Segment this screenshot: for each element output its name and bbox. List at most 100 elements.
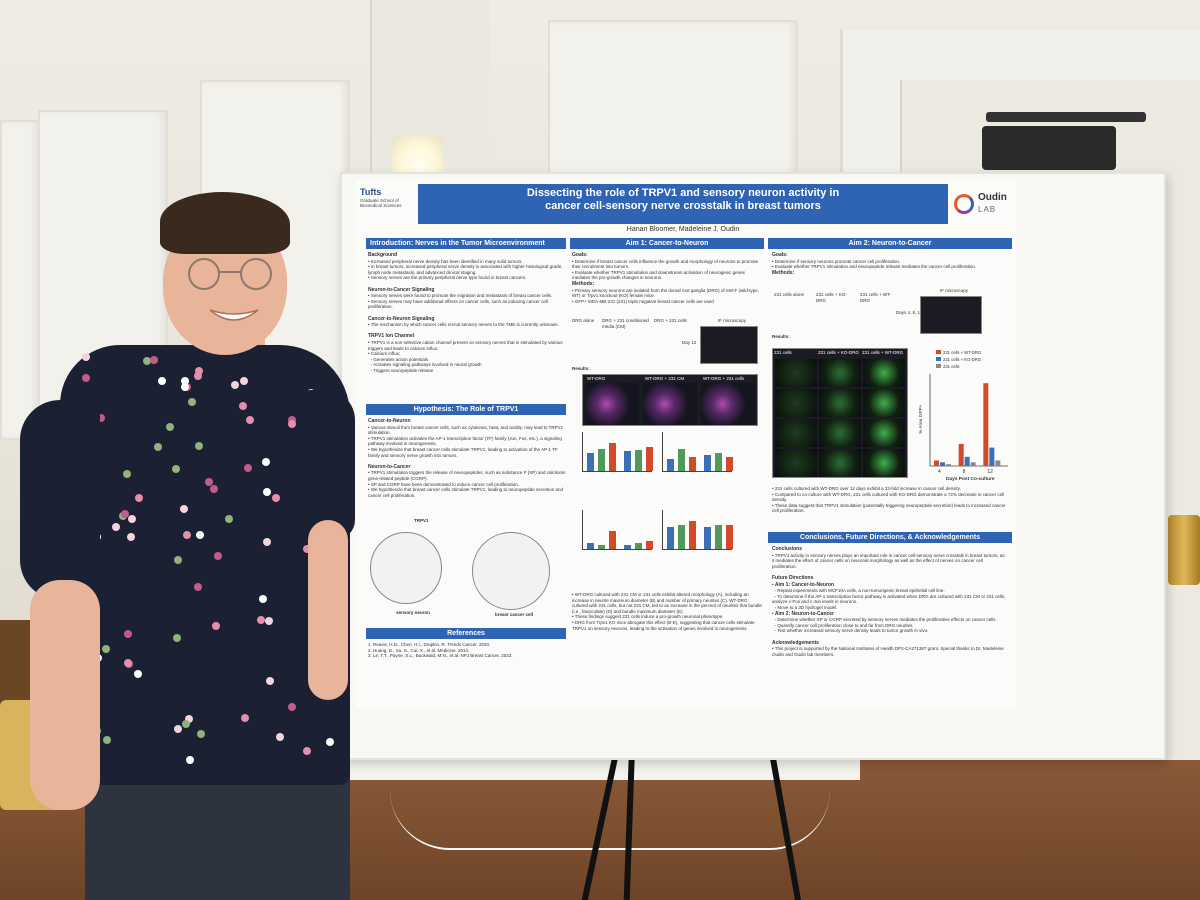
image-label: WT-DRG + 231 CM — [645, 376, 685, 381]
aim1-chart-bar — [704, 527, 711, 549]
shirt-flower-pattern — [259, 595, 267, 603]
shirt-flower-pattern — [239, 402, 247, 410]
shirt-flower-pattern — [180, 505, 188, 513]
shirt-flower-pattern — [124, 659, 132, 667]
aim1-microscopy-thumbnail — [700, 326, 758, 364]
chart-bar — [958, 443, 964, 466]
shirt-flower-pattern — [185, 715, 193, 723]
shirt-flower-pattern — [158, 377, 166, 385]
shirt-flower-pattern — [150, 356, 158, 364]
microscopy-cell-image — [775, 419, 817, 447]
shirt-flower-pattern — [195, 367, 203, 375]
grid-label: 231 cells + WT-DRG — [862, 350, 904, 355]
shirt-flower-pattern — [121, 510, 129, 518]
aim1-chart-bar — [678, 449, 685, 471]
tufts-logo: Tufts Graduate School of Biomedical Scie… — [360, 187, 416, 209]
shirt-flower-pattern — [194, 583, 202, 591]
chart-bar — [964, 456, 970, 466]
glasses-icon — [188, 258, 272, 290]
shirt-flower-pattern — [244, 464, 252, 472]
intro-heading: Introduction: Nerves in the Tumor Microe… — [366, 238, 566, 249]
poster-title-line1: Dissecting the role of TRPV1 and sensory… — [526, 187, 840, 199]
aim2-results-heading: Results: — [772, 334, 790, 339]
shirt-flower-pattern — [241, 714, 249, 722]
aim1-chart-bar — [609, 531, 616, 549]
shirt-flower-pattern — [112, 523, 120, 531]
image-label: WT-DRG + 231 cells — [703, 376, 745, 381]
aim1-chart-bar — [667, 459, 674, 471]
shirt-flower-pattern — [181, 377, 189, 385]
oudin-logo-lab: LAB — [978, 205, 997, 214]
intro-text: Background • Increased peripheral nerve … — [368, 252, 563, 373]
chart-legend-swatch — [936, 364, 941, 368]
tufts-logo-subtitle: Graduate School of Biomedical Sciences — [360, 198, 402, 208]
shirt-flower-pattern — [97, 414, 105, 422]
shirt-flower-pattern — [303, 747, 311, 755]
shirt-flower-pattern — [231, 381, 239, 389]
shirt-flower-pattern — [225, 515, 233, 523]
tufts-logo-text: Tufts — [360, 187, 382, 197]
person-arm-left — [30, 580, 100, 810]
shirt-flower-pattern — [182, 720, 190, 728]
aim1-results-text: • WT-DRG cultured with 231 CM or 231 cel… — [572, 592, 762, 631]
grid-label: 231 cells — [774, 350, 792, 355]
shirt-flower-pattern — [135, 494, 143, 502]
shirt-flower-pattern — [196, 531, 204, 539]
shirt-flower-pattern — [194, 372, 202, 380]
aim1-heading: Aim 1: Cancer-to-Neuron — [570, 238, 764, 249]
chart-bar — [970, 462, 976, 466]
aim1-method-label: Day 12 — [682, 340, 697, 345]
microscopy-cell-image — [775, 449, 817, 477]
chart-legend-label: 231 cells + WT-DRG — [943, 350, 981, 355]
shirt-flower-pattern — [197, 730, 205, 738]
aim1-mini-chart — [582, 432, 653, 472]
chart-bar — [934, 460, 939, 466]
shirt-flower-pattern — [103, 736, 111, 744]
aim1-chart-bar — [587, 453, 594, 471]
references-text: 1. Reavis, H.D., Chen, H.I., Drapkin, R.… — [368, 642, 513, 659]
door-closer — [982, 126, 1116, 170]
shirt-flower-pattern — [303, 545, 311, 553]
hypothesis-text: Cancer-to-Neuron • Various stimuli from … — [368, 418, 566, 498]
smile-icon — [209, 309, 259, 321]
aim1-method-label: DRG + 231 conditioned media (CM) — [602, 318, 649, 329]
shirt-flower-pattern — [188, 398, 196, 406]
person-hair — [160, 192, 290, 254]
poster-title-line2: cancer cell-sensory nerve crosstalk in b… — [545, 200, 821, 212]
shirt-flower-pattern — [214, 552, 222, 560]
person-sleeve-right — [300, 390, 355, 540]
neuron-image — [643, 383, 697, 425]
chart-y-label: % Area GFP+ — [918, 404, 924, 434]
grid-label: 231 cells + KO-DRG — [818, 350, 859, 355]
aim1-method-label: IF microscopy — [718, 318, 747, 323]
shirt-flower-pattern — [326, 738, 334, 746]
neuron-diagram — [370, 532, 442, 604]
aim1-chart-bar — [598, 545, 605, 549]
shirt-flower-pattern — [272, 494, 280, 502]
image-label: WT-DRG — [587, 376, 606, 381]
chart-tick-label: 12 — [987, 469, 993, 475]
shirt-flower-pattern — [257, 616, 265, 624]
chart-legend-swatch — [936, 357, 941, 361]
chart-bar — [983, 383, 989, 466]
shirt-flower-pattern — [288, 703, 296, 711]
shirt-flower-pattern — [102, 645, 110, 653]
aim1-chart-bar — [689, 521, 696, 549]
aim2-microscopy-thumbnail — [920, 296, 982, 334]
shirt-flower-pattern — [183, 531, 191, 539]
shirt-flower-pattern — [123, 470, 131, 478]
shirt-flower-pattern — [246, 416, 254, 424]
aim2-method-label: Days 4, 8, 12 — [896, 310, 923, 315]
microscopy-cell-image — [863, 389, 905, 417]
aim1-mini-chart — [662, 432, 733, 472]
aim1-chart-bar — [635, 450, 642, 471]
hypothesis-heading: Hypothesis: The Role of TRPV1 — [366, 404, 566, 415]
aim2-heading: Aim 2: Neuron-to-Cancer — [768, 238, 1012, 249]
aim2-microscopy-grid — [772, 348, 908, 478]
shirt-flower-pattern — [173, 634, 181, 642]
aim1-chart-bar — [598, 449, 605, 471]
conclusions-text: Conclusions • TRPV1 activity in sensory … — [772, 546, 1006, 657]
shirt-flower-pattern — [265, 617, 273, 625]
shirt-flower-pattern — [210, 485, 218, 493]
